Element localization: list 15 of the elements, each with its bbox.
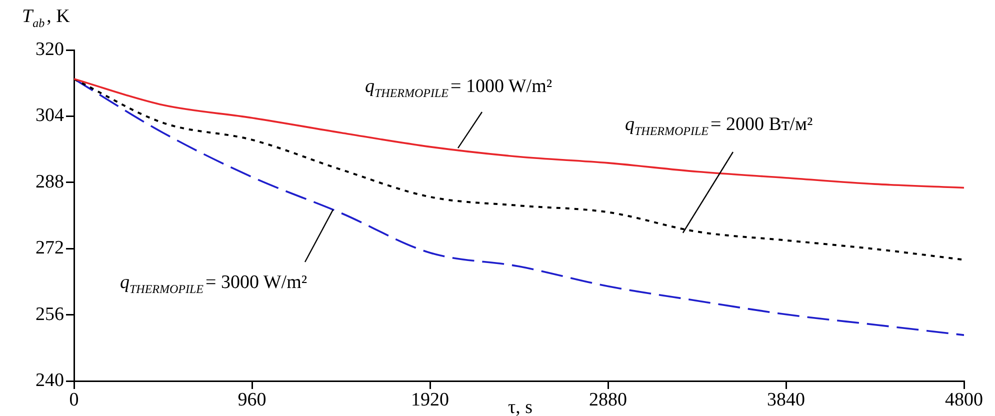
y-tick-label: 272	[36, 238, 64, 259]
x-tick-label: 1920	[411, 389, 449, 410]
line-series	[74, 78, 964, 336]
x-tick-label: 2880	[589, 389, 627, 410]
y-tick-label: 304	[36, 105, 64, 126]
line-series	[74, 78, 964, 189]
x-tick-label: 960	[238, 389, 266, 410]
y-tick-label: 320	[36, 38, 64, 60]
x-axis-title: τ, s	[508, 397, 533, 416]
y-tick-label: 256	[36, 304, 64, 325]
x-tick-label: 0	[69, 389, 79, 410]
x-tick-label: 4800	[945, 389, 983, 410]
x-tick-label: 3840	[767, 389, 805, 410]
y-tick-label: 240	[36, 370, 64, 391]
y-tick-label: 288	[36, 171, 64, 192]
